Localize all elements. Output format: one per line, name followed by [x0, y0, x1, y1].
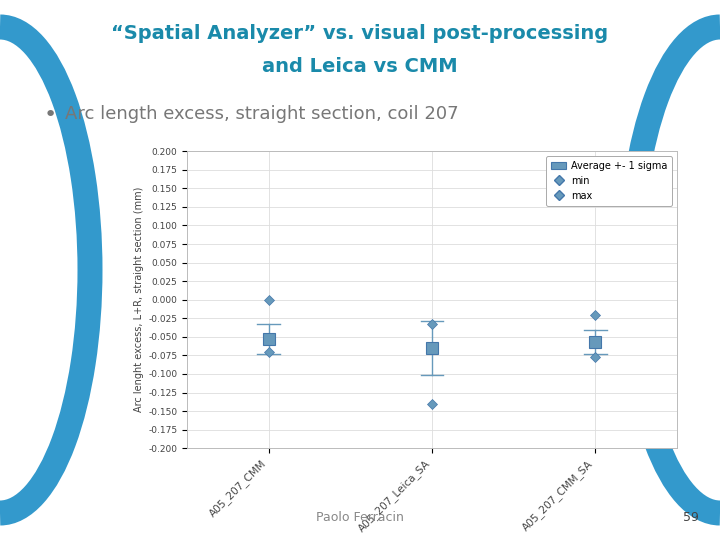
Text: •: • [43, 105, 56, 125]
Y-axis label: Arc lenght excess, L+R, straight section (mm): Arc lenght excess, L+R, straight section… [134, 187, 144, 413]
Text: 59: 59 [683, 511, 698, 524]
Text: “Spatial Analyzer” vs. visual post-processing: “Spatial Analyzer” vs. visual post-proce… [112, 24, 608, 43]
Text: Paolo Ferracin: Paolo Ferracin [316, 511, 404, 524]
Text: Arc length excess, straight section, coil 207: Arc length excess, straight section, coi… [65, 105, 459, 123]
Text: and Leica vs CMM: and Leica vs CMM [262, 57, 458, 76]
Legend: Average +- 1 sigma, min, max: Average +- 1 sigma, min, max [546, 156, 672, 206]
